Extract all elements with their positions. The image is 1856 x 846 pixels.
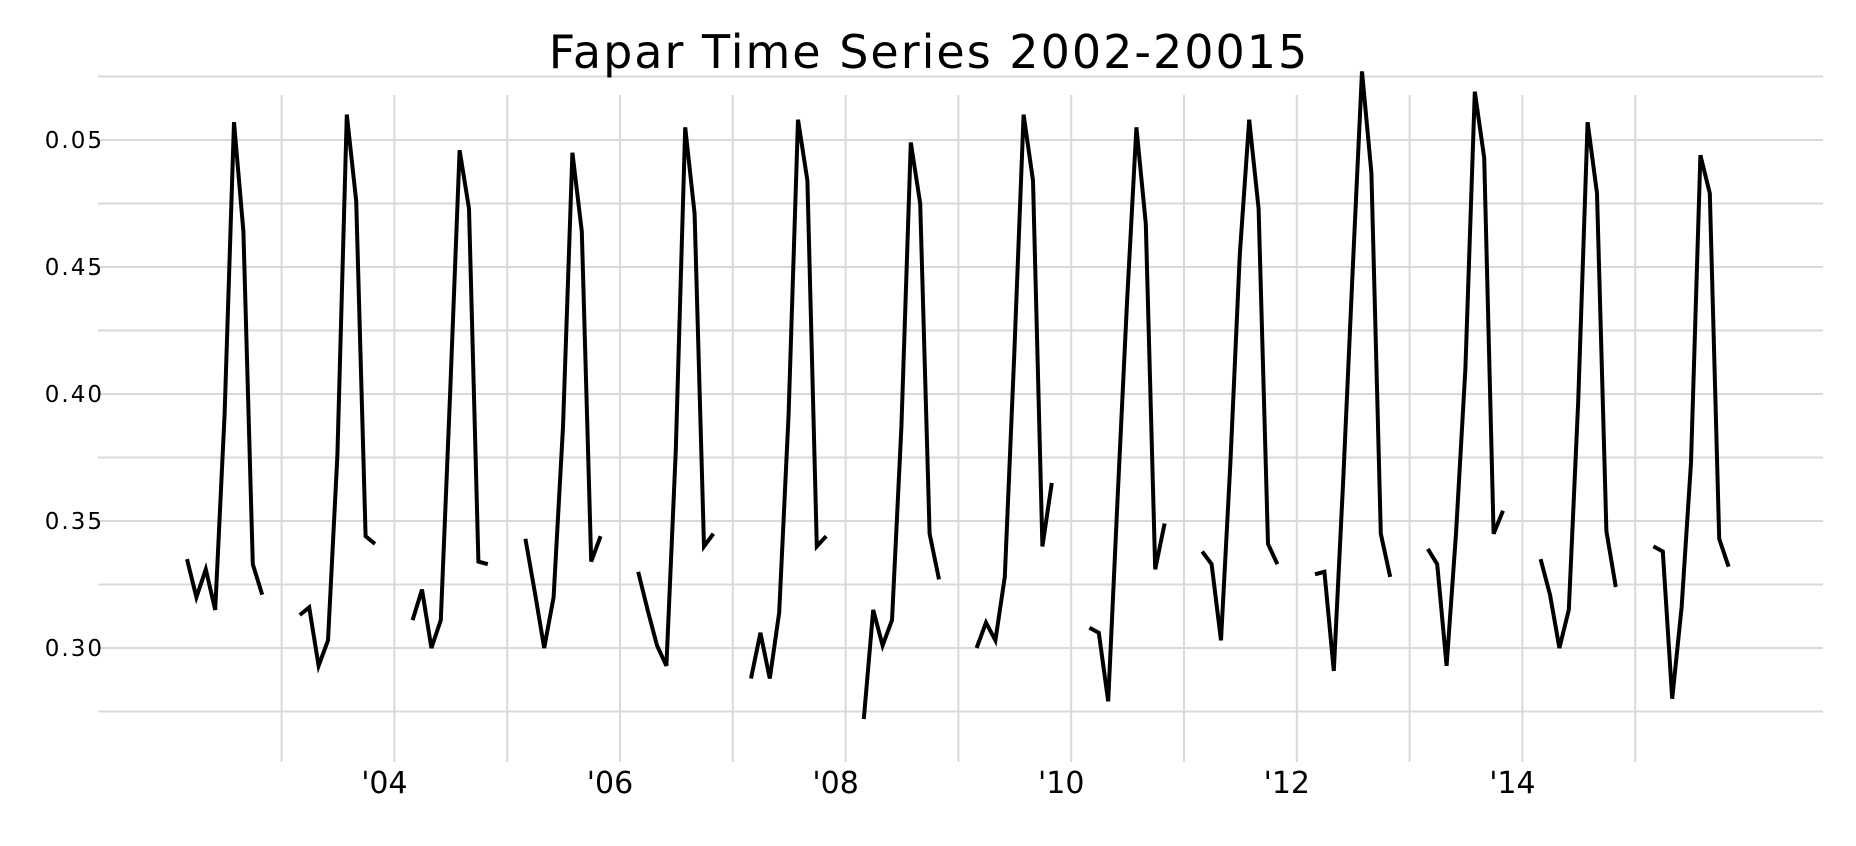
series-line-2006 [636,127,716,667]
series-line-2013 [1426,91,1505,666]
x-tick-label: '14 [1489,766,1535,801]
y-tick-label: 0.45 [45,255,104,281]
series-line-2009 [974,114,1054,649]
chart-title: Fapar Time Series 2002-20015 [549,25,1310,79]
series-line-2004 [410,149,489,649]
series-line-2002 [185,122,265,611]
y-tick-label: 0.35 [45,509,104,535]
series-line-2008 [861,142,941,720]
series-line-2015 [1652,154,1731,700]
x-tick-label: '04 [361,766,407,801]
y-tick-label: 0.40 [45,382,104,408]
x-tick-label: '10 [1038,766,1084,801]
x-tick-label: '08 [812,766,858,801]
series-line-2010 [1088,127,1167,702]
series-line-2014 [1538,121,1618,649]
vertical-gridlines [280,95,1637,762]
horizontal-gridlines [98,75,1823,713]
y-tick-label: 0.30 [45,636,104,662]
series-line-2007 [749,119,828,679]
series-line-2011 [1200,119,1280,641]
x-tick-label: '06 [587,766,633,801]
y-axis-tick-labels: 0.30 0.35 0.40 0.45 0.05 [45,128,104,662]
series-line-2012 [1314,71,1393,672]
series-lines [185,71,1731,720]
series-line-2003 [298,114,377,674]
y-tick-label: 0.05 [45,128,104,154]
x-tick-label: '12 [1264,766,1310,801]
series-line-2005 [523,152,603,649]
x-axis-tick-labels: '04 '06 '08 '10 '12 '14 [361,766,1535,801]
